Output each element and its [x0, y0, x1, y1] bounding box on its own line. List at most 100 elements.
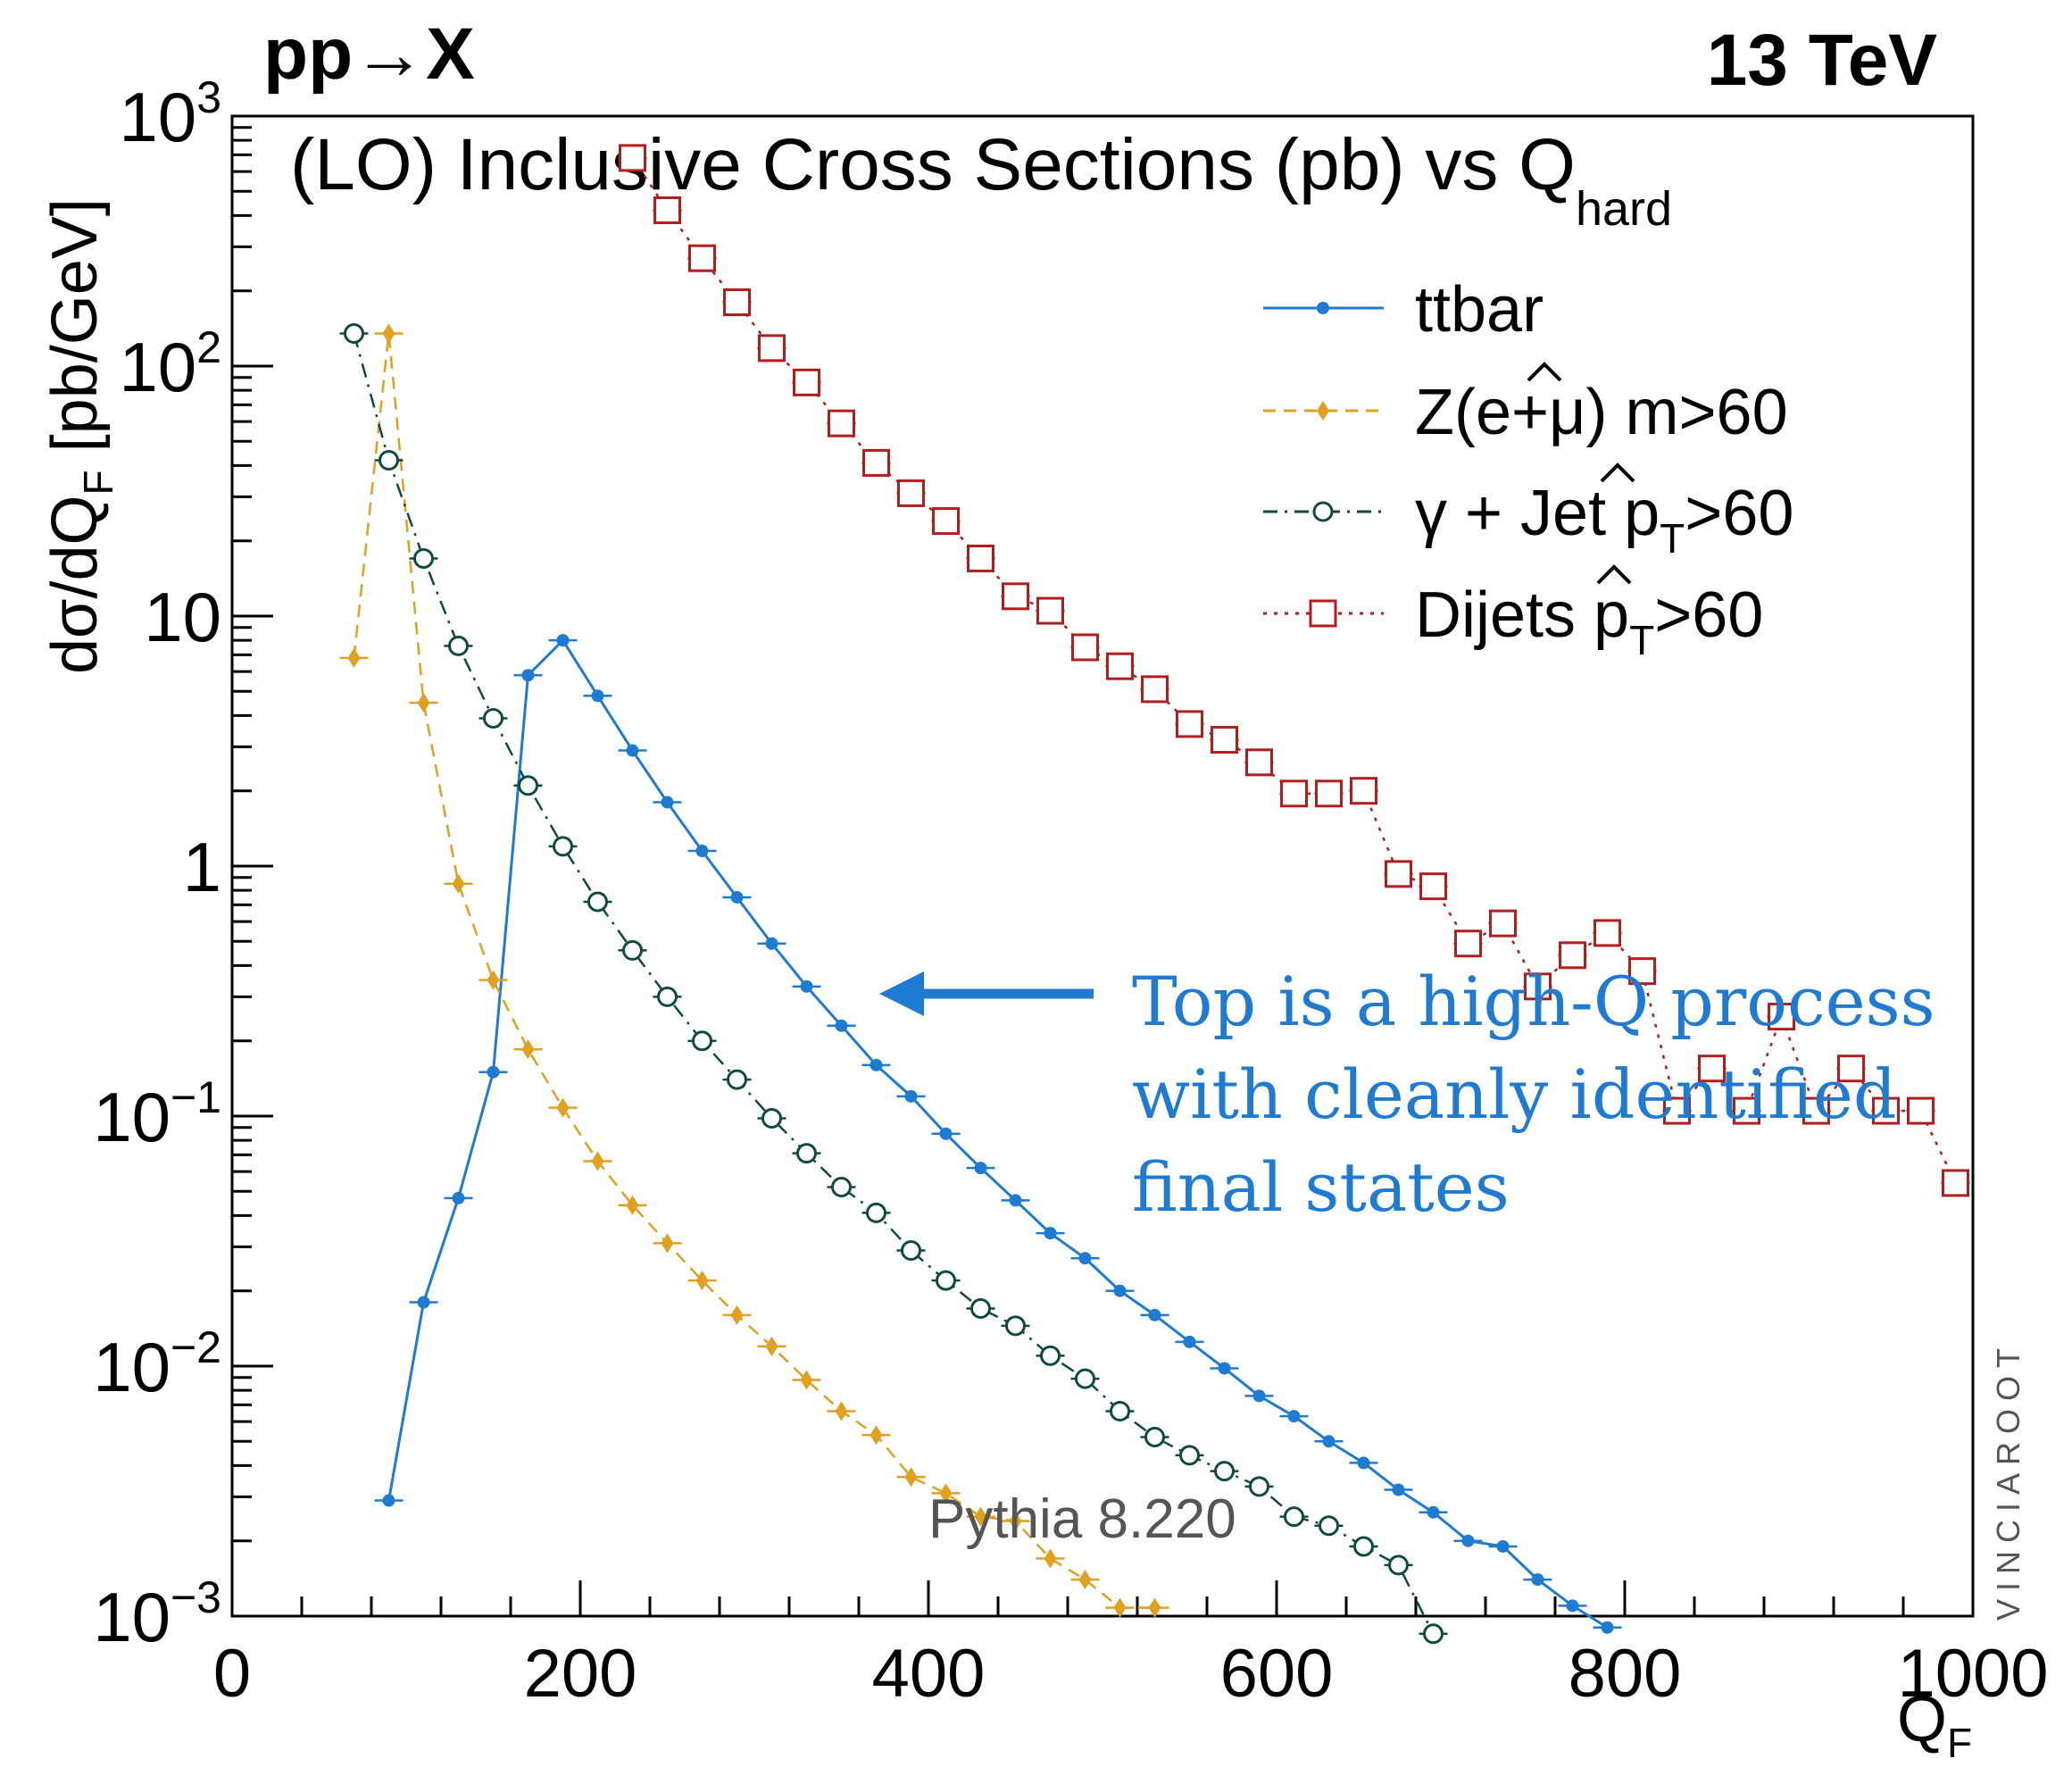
data-point	[1317, 302, 1329, 314]
data-point	[800, 979, 813, 993]
data-point	[1524, 972, 1552, 1001]
data-point	[382, 323, 395, 344]
data-point	[626, 744, 639, 757]
data-point	[1423, 1623, 1444, 1645]
data-point	[587, 891, 608, 913]
data-point	[1628, 957, 1656, 986]
y-axis-label-main: dσ/dQ	[39, 495, 111, 674]
legend: ttbar Z(e+μ) m>60 γ + Jet pT>60 Dijets pT>6…	[1263, 274, 1793, 663]
annotation-line-1: Top is a high-Q process	[1132, 962, 1935, 1041]
data-point	[1496, 1539, 1510, 1553]
data-point	[793, 368, 820, 396]
data-point	[866, 1202, 886, 1223]
annotation-arrowhead	[879, 971, 924, 1016]
data-point	[1211, 726, 1238, 754]
data-point	[1312, 501, 1334, 522]
data-point	[448, 635, 469, 656]
data-point	[1106, 652, 1134, 680]
legend-hat-accent	[1600, 463, 1635, 483]
data-point	[1454, 929, 1482, 958]
data-point	[1357, 1456, 1370, 1470]
data-point	[1353, 1536, 1374, 1557]
data-point	[870, 1425, 883, 1446]
data-point	[1802, 1096, 1830, 1125]
y-axis-label: dσ/dQF [pb/GeV]	[39, 198, 121, 674]
data-point	[1489, 909, 1517, 938]
data-point	[626, 1195, 639, 1215]
data-point	[1601, 1621, 1614, 1634]
series-layer	[339, 144, 1970, 1645]
data-point	[695, 1271, 709, 1291]
data-point	[967, 544, 994, 572]
data-point	[904, 1467, 918, 1488]
y-tick-label: 10	[144, 578, 221, 656]
data-point	[974, 1506, 987, 1527]
y-tick-label: 1	[183, 828, 221, 906]
data-point	[901, 1240, 921, 1262]
data-point	[1075, 1368, 1095, 1389]
data-point	[452, 1191, 465, 1204]
data-point	[828, 409, 855, 438]
data-point	[1461, 1534, 1475, 1547]
data-point	[1315, 779, 1343, 808]
x-tick-label: 200	[524, 1636, 637, 1712]
data-point	[347, 647, 361, 668]
data-point	[1144, 1427, 1165, 1448]
data-point	[723, 288, 751, 317]
data-point	[556, 634, 570, 647]
y-tick-label: 10−1	[93, 1072, 221, 1156]
data-point	[758, 334, 786, 363]
data-point	[932, 507, 960, 536]
axis-ticks: 0 200 400 600 800 1000 10−3 10−2 10−1 1 10 102 103	[93, 72, 2048, 1712]
data-point	[553, 836, 573, 857]
data-point	[1594, 919, 1621, 947]
chart-title-subscript: hard	[1576, 182, 1672, 236]
data-point	[487, 970, 500, 990]
data-point	[1110, 1401, 1130, 1422]
data-point	[831, 1177, 852, 1198]
data-point	[661, 1233, 674, 1254]
data-point	[1176, 710, 1203, 738]
data-point	[870, 1058, 883, 1071]
series-line	[353, 333, 1155, 1609]
data-point	[904, 1089, 918, 1103]
data-point	[1698, 1054, 1726, 1083]
x-tick-label: 800	[1569, 1636, 1682, 1712]
data-point	[1148, 1597, 1161, 1618]
data-point	[1531, 1573, 1544, 1587]
data-point	[1044, 1227, 1057, 1240]
data-point	[1214, 1461, 1235, 1482]
data-point	[1287, 1410, 1301, 1423]
data-point	[344, 323, 364, 345]
legend-entry: Dijets pT>60	[1263, 564, 1763, 663]
data-point	[622, 939, 643, 961]
data-point	[1322, 1435, 1336, 1448]
legend-label: ttbar	[1415, 274, 1544, 346]
data-point	[974, 1162, 987, 1175]
data-point	[521, 1039, 535, 1060]
data-point	[417, 693, 430, 713]
data-point	[939, 1127, 953, 1140]
data-point	[487, 1065, 500, 1079]
data-point	[796, 1143, 817, 1164]
data-point	[1002, 582, 1029, 611]
data-point	[1009, 1194, 1022, 1207]
legend-label: Dijets pT>60	[1415, 579, 1763, 663]
data-point	[765, 937, 778, 950]
legend-hat-accent	[1527, 362, 1562, 382]
chart-title-main: (LO) Inclusive Cross Sections (pb) vs Q	[290, 124, 1576, 205]
data-point	[730, 1304, 744, 1325]
data-point	[1245, 748, 1273, 777]
x-tick-label: 0	[213, 1636, 251, 1712]
legend-entry: ttbar	[1263, 274, 1544, 346]
legend-entry: Z(e+μ) m>60	[1263, 362, 1788, 448]
data-point	[518, 775, 538, 796]
y-tick-label: 102	[119, 322, 221, 406]
data-point	[556, 1097, 570, 1118]
plot-frame	[230, 114, 1975, 1618]
x-tick-label: 400	[872, 1636, 986, 1712]
data-point	[1907, 1096, 1935, 1125]
legend-hat-accent	[1596, 564, 1632, 585]
data-point	[1388, 1554, 1409, 1576]
